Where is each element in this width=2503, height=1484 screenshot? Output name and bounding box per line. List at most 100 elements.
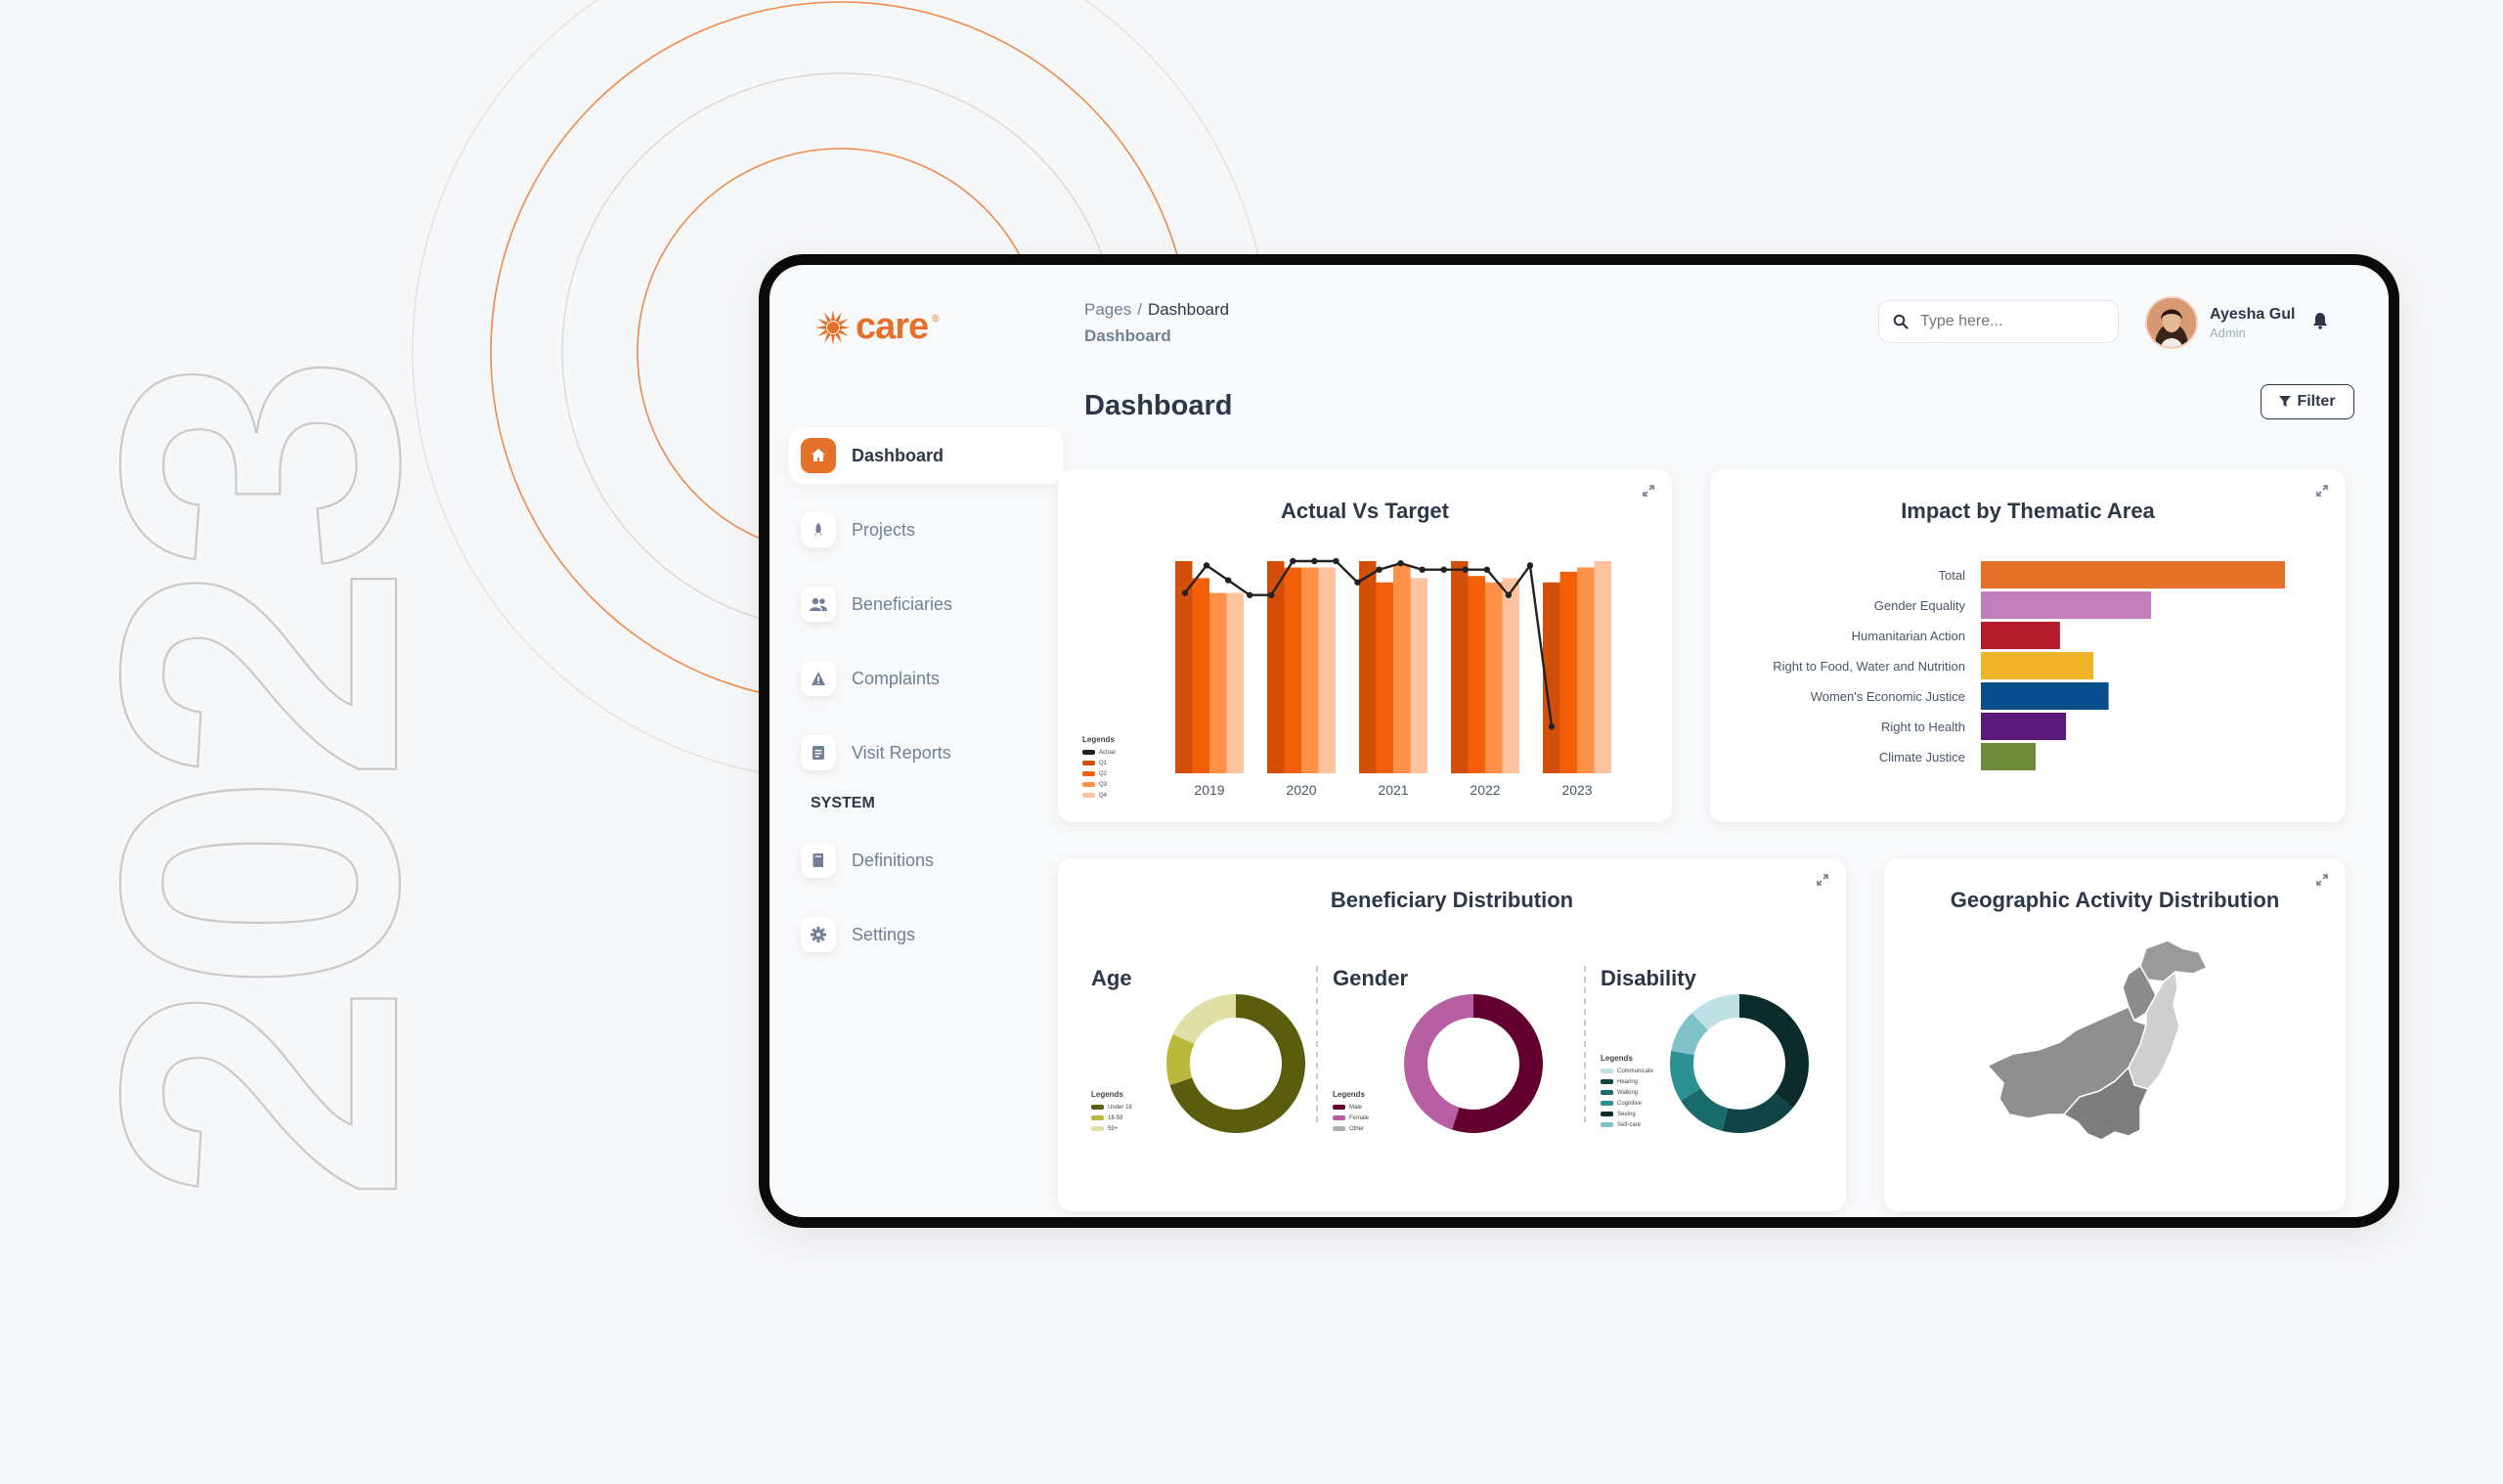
notification-bell-icon[interactable] — [2312, 312, 2328, 334]
bar-q3-2021 — [1393, 565, 1411, 773]
actual-line-point — [1548, 723, 1556, 730]
map-region-balochistan — [1986, 1006, 2147, 1119]
sidebar-item-projects[interactable]: Projects — [789, 502, 1063, 558]
legend-label: 18-59 — [1108, 1114, 1123, 1121]
search-icon — [1893, 314, 1909, 329]
bar-q3-2019 — [1209, 592, 1227, 773]
legend-item: Other — [1333, 1123, 1369, 1134]
card-title: Beneficiary Distribution — [1330, 888, 1574, 912]
actual-line-point — [1246, 591, 1253, 598]
legend-item: Cognitive — [1601, 1098, 1653, 1109]
legend-swatch — [1333, 1115, 1345, 1120]
dashboard-screen: care ® Dashboard Projects Benefi — [769, 265, 2389, 1217]
expand-icon[interactable] — [2316, 874, 2328, 886]
users-icon — [801, 587, 836, 622]
bar-right-to-food-water-and-nutrition — [1981, 652, 2094, 679]
sidebar-item-dashboard[interactable]: Dashboard — [789, 427, 1063, 484]
actual-vs-target-card: Actual Vs Target 2019 2020 2021 2022 2023 Le… — [1058, 469, 1672, 822]
filter-button[interactable]: Filter — [2261, 384, 2354, 419]
slice-hearing — [1722, 1092, 1793, 1133]
user-role: Admin — [2210, 325, 2246, 340]
card-title: Impact by Thematic Area — [1901, 499, 2155, 523]
breadcrumb-root[interactable]: Pages — [1084, 300, 1132, 319]
legend-label: Other — [1349, 1125, 1365, 1132]
disability-title: Disability — [1601, 966, 1696, 990]
beneficiary-donut-charts — [1166, 966, 1809, 1133]
legend-label: Self-care — [1617, 1121, 1642, 1128]
category-label: Right to Health — [1881, 720, 1965, 734]
page-title: Dashboard — [1084, 390, 1233, 421]
legend-label: Seeing — [1617, 1111, 1636, 1117]
slice-walking — [1681, 1088, 1729, 1131]
slice-cognitive — [1670, 1050, 1701, 1102]
legend-item: 59+ — [1091, 1123, 1132, 1134]
sidebar-item-definitions[interactable]: Definitions — [789, 832, 1063, 889]
bar-q2-2021 — [1376, 582, 1393, 773]
actual-line-point — [1224, 577, 1232, 584]
sidebar-item-beneficiaries[interactable]: Beneficiaries — [789, 576, 1063, 633]
legend-item: Walking — [1601, 1087, 1653, 1098]
bar-q1-2019 — [1175, 561, 1193, 773]
x-tick-label: 2023 — [1561, 782, 1592, 798]
bar-right-to-health — [1981, 713, 2067, 740]
breadcrumb-title: Dashboard — [1084, 327, 1171, 345]
care-logo-icon — [815, 309, 851, 345]
legend-label: Female — [1349, 1114, 1370, 1121]
bar-q1-2022 — [1451, 561, 1469, 773]
brand-name: care — [856, 306, 929, 347]
bar-q2-2022 — [1468, 576, 1485, 773]
avatar[interactable] — [2145, 296, 2198, 349]
actual-line-point — [1268, 591, 1275, 598]
bar-q3-2020 — [1301, 567, 1319, 773]
sidebar-item-label: Definitions — [852, 850, 935, 870]
expand-icon[interactable] — [1643, 485, 1654, 497]
search-input[interactable] — [1918, 312, 2098, 331]
legend-item: Actual — [1082, 747, 1116, 758]
map-region-sindh — [2062, 1066, 2150, 1141]
legend-item: Seeing — [1601, 1109, 1653, 1119]
sidebar-item-visit-reports[interactable]: Visit Reports — [789, 724, 1063, 781]
bar-q4-2020 — [1318, 567, 1336, 773]
brand-logo[interactable]: care ® — [814, 306, 940, 348]
geographic-distribution-card: Geographic Activity Distribution — [1884, 858, 2346, 1211]
legend-label: Hearing — [1617, 1078, 1639, 1085]
actual-line-point — [1290, 557, 1296, 565]
legend-title: Legends — [1091, 1090, 1123, 1099]
actual-line — [1184, 559, 1554, 727]
x-tick-label: 2020 — [1286, 782, 1316, 798]
legend-swatch — [1082, 782, 1095, 787]
legend-swatch — [1082, 771, 1095, 776]
expand-icon[interactable] — [2316, 485, 2328, 497]
bar-q2-2019 — [1192, 578, 1209, 773]
legend-label: Q2 — [1099, 770, 1108, 777]
tablet-frame: care ® Dashboard Projects Benefi — [759, 254, 2399, 1228]
sidebar-item-label: Projects — [852, 519, 916, 540]
actual-line-point — [1333, 557, 1339, 565]
slice-self-care — [1671, 1013, 1708, 1056]
breadcrumb: Pages / Dashboard — [1084, 300, 1229, 320]
bar-q2-2020 — [1284, 567, 1301, 773]
home-icon — [801, 438, 836, 473]
legend-swatch — [1082, 761, 1095, 765]
sidebar-item-complaints[interactable]: Complaints — [789, 650, 1063, 707]
search-box[interactable] — [1878, 300, 2119, 343]
gender-title: Gender — [1333, 966, 1409, 990]
book-icon — [801, 843, 836, 878]
actual-line-point — [1181, 589, 1189, 596]
user-name: Ayesha Gul — [2210, 305, 2296, 323]
user-profile[interactable]: Ayesha Gul Admin — [2145, 296, 2295, 349]
actual-line-point — [1440, 566, 1447, 573]
actual-line-point — [1311, 557, 1318, 565]
legend-item: Q3 — [1082, 779, 1116, 790]
legend-item: Female — [1333, 1113, 1369, 1123]
sidebar-item-label: Beneficiaries — [852, 593, 953, 614]
actual-line-point — [1419, 566, 1426, 573]
legend-swatch — [1082, 793, 1095, 798]
actual-line-point — [1462, 566, 1469, 573]
sidebar-item-settings[interactable]: Settings — [789, 906, 1063, 963]
actual-line-point — [1505, 591, 1513, 598]
expand-icon[interactable] — [1817, 874, 1828, 886]
bar-gender-equality — [1981, 591, 2152, 619]
sidebar-section-system: SYSTEM — [811, 795, 875, 811]
legend-swatch — [1333, 1126, 1345, 1131]
